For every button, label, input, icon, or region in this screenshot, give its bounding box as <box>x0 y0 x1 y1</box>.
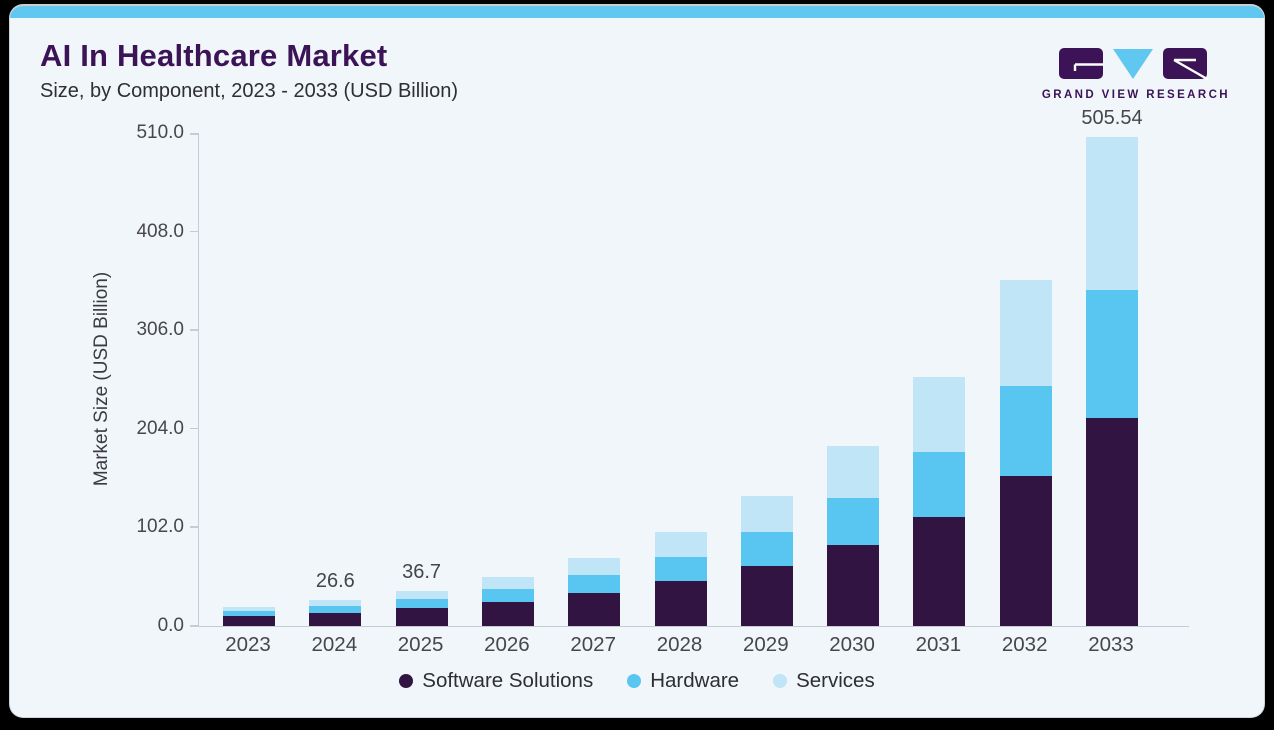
bar-segment-hardware <box>999 385 1052 477</box>
bar-segment-services <box>309 600 362 607</box>
x-axis-label-2029: 2029 <box>742 633 789 656</box>
bar-value-label: 505.54 <box>1081 107 1143 130</box>
brand-logo-text: GRAND VIEW RESEARCH <box>1041 89 1230 101</box>
bar-2031 <box>913 377 966 626</box>
bar-value-label: 36.7 <box>402 560 442 583</box>
bar-segment-software-solutions <box>395 608 448 626</box>
bar-segment-services <box>223 607 275 612</box>
report-card: AI In Healthcare Market Size, by Compone… <box>9 4 1265 718</box>
bar-segment-hardware <box>395 598 448 609</box>
bar-segment-services <box>654 531 707 557</box>
y-tick-label: 510.0 <box>136 122 184 143</box>
bar-2023 <box>223 607 275 626</box>
y-tick-label: 408.0 <box>136 220 184 242</box>
x-axis-label-2030: 2030 <box>829 633 875 656</box>
bar-segment-hardware <box>1086 290 1138 418</box>
bar-segment-hardware <box>740 531 793 566</box>
bar-segment-software-solutions <box>913 516 966 626</box>
bar-2032 <box>999 280 1052 626</box>
bar-segment-hardware <box>481 588 534 602</box>
y-tick-label: 204.0 <box>136 417 184 439</box>
x-axis-label-2028: 2028 <box>656 633 703 656</box>
x-axis-label-2025: 2025 <box>397 633 444 656</box>
legend-item-software-solutions: Software Solutions <box>399 669 593 693</box>
bar-segment-software-solutions <box>654 581 707 626</box>
y-axis-title: Market Size (USD Billion) <box>91 271 112 487</box>
y-tick-mark <box>190 625 198 627</box>
bar-segment-software-solutions <box>740 565 793 626</box>
bar-2028 <box>654 531 707 626</box>
bar-segment-hardware <box>223 611 275 617</box>
bar-segment-software-solutions <box>568 593 621 626</box>
x-axis-label-2032: 2032 <box>1001 633 1048 656</box>
legend-dot-software-solutions-icon <box>399 674 414 688</box>
y-tick-mark <box>190 230 198 233</box>
legend-label: Software Solutions <box>422 669 594 692</box>
bar-2026 <box>481 576 534 626</box>
legend-dot-services-icon <box>773 674 788 688</box>
bar-segment-services <box>740 495 793 532</box>
bar-value-label: 26.6 <box>315 570 355 593</box>
legend-label: Services <box>796 669 875 692</box>
bar-2027 <box>568 558 621 626</box>
bar-segment-services <box>395 590 448 599</box>
bar-segment-software-solutions <box>223 616 275 626</box>
x-axis: 2023 2024 2025 2026 2027 2028 2029 2030 2031 2032… <box>10 626 1264 660</box>
bar-2033 <box>1086 137 1138 626</box>
plot-area: 0.0 102.0 204.0 306.0 408.0 510.0 26.6 36.7 505.… <box>136 107 1189 636</box>
bar-segment-hardware <box>827 497 880 545</box>
bar-2025 <box>395 590 448 626</box>
legend-dot-hardware-icon <box>627 674 642 688</box>
gvr-logo-icon <box>1058 48 1209 81</box>
title-block: AI In Healthcare Market Size, by Compone… <box>40 38 458 103</box>
bar-segment-hardware <box>568 575 621 594</box>
y-tick-mark <box>190 133 198 135</box>
bar-segment-software-solutions <box>1086 417 1138 626</box>
bar-segment-services <box>568 558 621 576</box>
x-axis-label-2027: 2027 <box>570 633 616 656</box>
legend-item-hardware: Hardware <box>627 669 739 693</box>
x-axis-label-2031: 2031 <box>915 633 962 656</box>
bar-segment-services <box>827 446 880 498</box>
bar-2024 <box>309 600 362 626</box>
y-tick-label: 0.0 <box>157 615 184 636</box>
x-axis-label-2023: 2023 <box>225 633 271 656</box>
bar-segment-software-solutions <box>309 612 362 626</box>
bar-segment-hardware <box>309 606 362 613</box>
bar-2029 <box>740 495 793 626</box>
header: AI In Healthcare Market Size, by Compone… <box>10 18 1264 103</box>
x-axis-label-2033: 2033 <box>1088 633 1134 656</box>
legend-label: Hardware <box>650 669 740 692</box>
y-tick-mark <box>190 526 198 528</box>
bar-segment-hardware <box>913 451 966 517</box>
bar-segment-services <box>999 280 1052 386</box>
bar-segment-services <box>913 377 966 452</box>
y-tick-label: 306.0 <box>136 319 184 341</box>
bar-segment-software-solutions <box>827 544 880 626</box>
bar-2030 <box>827 446 880 626</box>
x-axis-label-2024: 2024 <box>311 633 358 656</box>
legend: Software Solutions Hardware Services <box>10 669 1264 693</box>
bar-segment-services <box>1086 137 1138 291</box>
x-axis-label-2026: 2026 <box>484 633 530 656</box>
chart: Market Size (USD Billion) 0.0 102.0 204.0 3… <box>10 107 1264 636</box>
bar-segment-hardware <box>654 556 707 582</box>
y-tick-mark <box>190 329 198 331</box>
legend-item-services: Services <box>773 669 875 693</box>
y-tick-mark <box>190 427 198 430</box>
page-subtitle: Size, by Component, 2023 - 2033 (USD Bil… <box>40 80 458 102</box>
top-accent-bar <box>10 6 1264 18</box>
bar-segment-services <box>481 576 534 589</box>
bar-segment-software-solutions <box>481 601 534 626</box>
page-title: AI In Healthcare Market <box>40 38 388 73</box>
bar-segment-software-solutions <box>999 476 1052 626</box>
brand-logo: GRAND VIEW RESEARCH <box>1042 46 1230 101</box>
y-tick-label: 102.0 <box>136 516 184 538</box>
